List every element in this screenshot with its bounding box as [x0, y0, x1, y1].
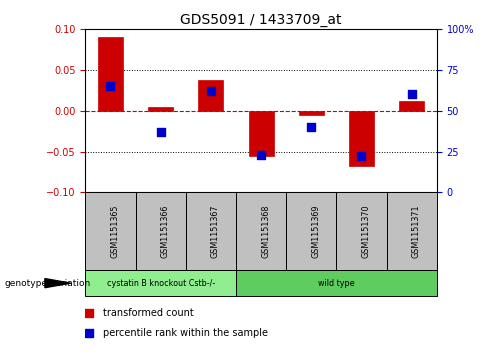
Bar [286, 192, 336, 270]
Bar [98, 37, 123, 111]
Text: GSM1151367: GSM1151367 [211, 205, 220, 258]
Bar [85, 270, 236, 296]
Text: transformed count: transformed count [103, 308, 194, 318]
Point [157, 129, 164, 135]
Bar [299, 111, 324, 115]
Text: GSM1151368: GSM1151368 [261, 205, 270, 258]
Bar [336, 192, 386, 270]
Text: genotype/variation: genotype/variation [5, 279, 91, 287]
Polygon shape [45, 278, 70, 288]
Text: GSM1151369: GSM1151369 [311, 205, 320, 258]
Text: GSM1151370: GSM1151370 [362, 205, 370, 258]
Bar [248, 111, 274, 156]
Bar [136, 192, 186, 270]
Bar [399, 101, 424, 111]
Point [106, 83, 114, 89]
Text: GSM1151366: GSM1151366 [161, 205, 170, 258]
Bar [236, 192, 286, 270]
Text: cystatin B knockout Cstb-/-: cystatin B knockout Cstb-/- [106, 279, 215, 287]
Point [207, 88, 215, 94]
Point [257, 152, 265, 158]
Text: GSM1151365: GSM1151365 [110, 205, 120, 258]
Bar [85, 192, 136, 270]
Point [408, 91, 416, 97]
Text: wild type: wild type [318, 279, 355, 287]
Bar [198, 81, 224, 111]
Point [85, 310, 93, 315]
Bar [148, 107, 173, 111]
Bar [186, 192, 236, 270]
Bar [236, 270, 437, 296]
Point [307, 124, 315, 130]
Text: percentile rank within the sample: percentile rank within the sample [103, 329, 268, 338]
Point [85, 331, 93, 337]
Title: GDS5091 / 1433709_at: GDS5091 / 1433709_at [181, 13, 342, 26]
Bar [349, 111, 374, 166]
Text: GSM1151371: GSM1151371 [412, 205, 421, 258]
Point [358, 154, 366, 159]
Bar [386, 192, 437, 270]
